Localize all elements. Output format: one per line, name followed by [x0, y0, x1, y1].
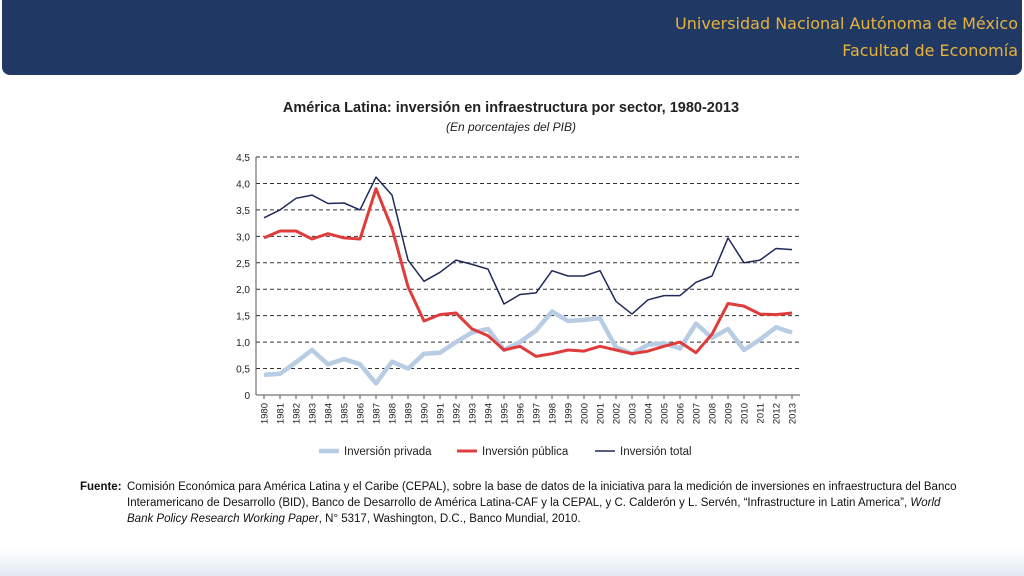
x-tick-label: 2012 [772, 403, 783, 424]
y-tick-label: 3,0 [236, 232, 250, 243]
legend-label: Inversión pública [482, 446, 569, 458]
x-tick-label: 2010 [740, 403, 751, 424]
series-line [263, 176, 793, 315]
x-tick-label: 1991 [436, 403, 447, 424]
y-tick-label: 1,0 [236, 338, 250, 349]
chart-subtitle: (En porcentajes del PIB) [446, 120, 576, 134]
x-tick-label: 1999 [564, 403, 575, 424]
x-tick-label: 2000 [580, 403, 591, 424]
x-tick-label: 1989 [404, 403, 415, 424]
x-tick-label: 2008 [708, 403, 719, 424]
x-tick-label: 2003 [628, 403, 639, 424]
x-tick-label: 1986 [356, 403, 367, 424]
header-banner: Universidad Nacional Autónoma de México … [2, 0, 1022, 75]
x-tick-label: 2004 [644, 403, 655, 424]
x-tick-label: 1982 [292, 403, 303, 424]
x-tick-label: 1994 [484, 403, 495, 424]
y-tick-label: 4,0 [236, 179, 250, 190]
x-tick-label: 2005 [660, 403, 671, 424]
y-tick-label: 4,5 [236, 153, 250, 164]
x-tick-label: 2009 [724, 403, 735, 424]
x-tick-label: 2001 [596, 403, 607, 424]
x-axis: 1980 1981 1982 1983 1984 1985 1986 1987 1988 1989… [256, 394, 800, 424]
y-tick-label: 2,0 [236, 285, 250, 296]
y-tick-label: 3,5 [236, 206, 250, 217]
series-line [263, 187, 793, 358]
x-tick-label: 1981 [276, 403, 287, 424]
y-tick-label: 1,5 [236, 312, 250, 323]
y-tick-label: 0,5 [236, 365, 250, 376]
x-tick-label: 2011 [756, 403, 767, 423]
y-tick-label: 0 [244, 391, 250, 402]
legend-label: Inversión privada [344, 446, 432, 458]
chart-title: América Latina: inversión en infraestruc… [283, 100, 739, 116]
y-axis: 0 0,5 1,0 1,5 2,0 2,5 3,0 3,5 4,0 4,5 [236, 153, 257, 402]
x-tick-label: 1992 [452, 403, 463, 424]
y-tick-label: 2,5 [236, 259, 250, 270]
bottom-band [0, 548, 1024, 576]
source-label: Fuente: [80, 481, 122, 493]
x-tick-label: 1993 [468, 403, 479, 424]
series-lines [263, 176, 793, 386]
x-tick-label: 1990 [420, 403, 431, 424]
x-tick-label: 2013 [788, 403, 799, 424]
legend: Inversión privada Inversión pública Invers… [319, 446, 692, 458]
x-tick-label: 1984 [324, 403, 335, 424]
series-line [263, 309, 793, 386]
x-tick-label: 2006 [676, 403, 687, 424]
x-tick-label: 1997 [532, 403, 543, 424]
source-text: Comisión Económica para América Latina y… [127, 481, 957, 525]
x-tick-label: 1988 [388, 403, 399, 424]
x-tick-label: 1998 [548, 403, 559, 424]
x-tick-label: 1996 [516, 403, 527, 424]
x-tick-label: 1980 [260, 403, 271, 424]
faculty-name: Facultad de Economía [842, 41, 1018, 60]
x-tick-label: 1995 [500, 403, 511, 424]
x-tick-label: 1985 [340, 403, 351, 424]
x-tick-label: 1987 [372, 403, 383, 424]
legend-label: Inversión total [620, 446, 692, 458]
x-tick-label: 2002 [612, 403, 623, 424]
x-tick-label: 2007 [692, 403, 703, 424]
x-tick-label: 1983 [308, 403, 319, 424]
university-name: Universidad Nacional Autónoma de México [675, 14, 1018, 33]
